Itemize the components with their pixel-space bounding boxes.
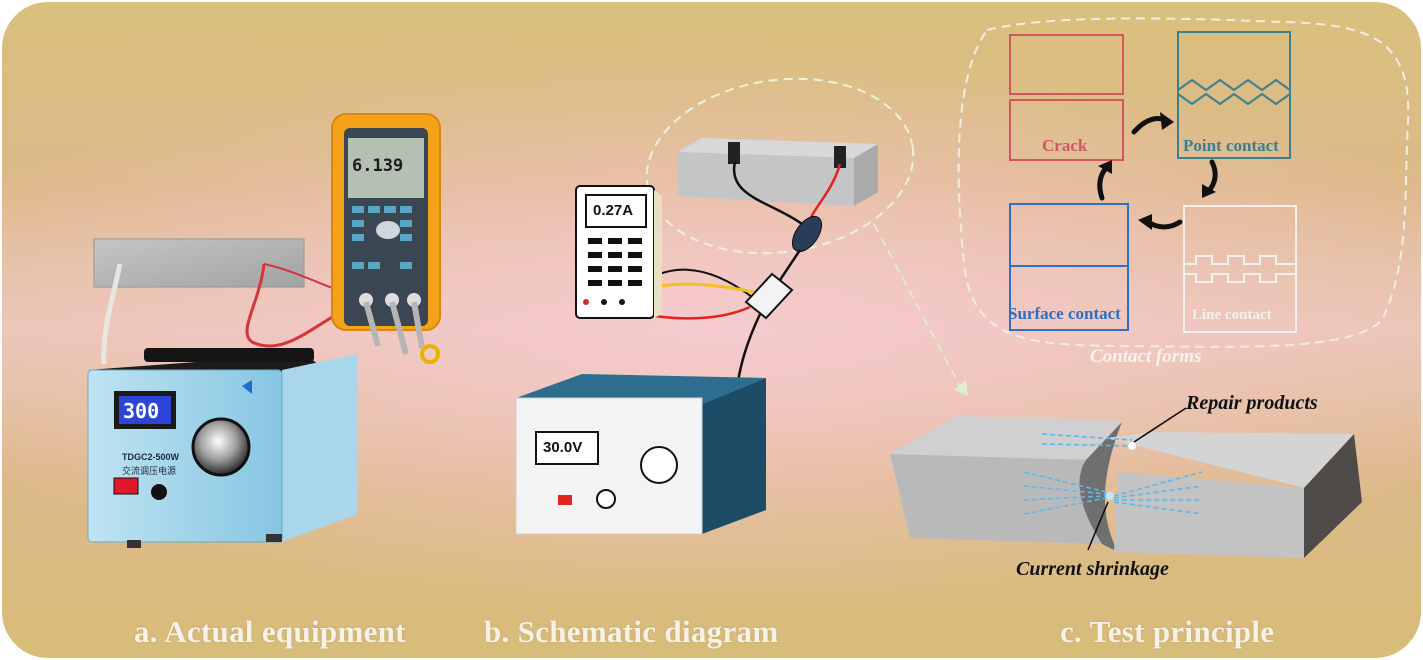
ammeter-reading: 0.27A [593,202,634,219]
surface-contact-form [1009,203,1129,331]
caption-actual-equipment: a. Actual equipment [134,614,406,649]
contact-forms-title: Contact forms [1090,346,1202,367]
schematic-diagram [515,77,915,535]
surface-contact-label: Surface contact [1008,304,1121,323]
power-supply [515,397,703,535]
power-supply-display [535,431,599,465]
caption-test-principle: c. Test principle [1060,614,1275,649]
power-switch [113,477,139,495]
crack-block-3d [890,407,1362,558]
concrete-specimen [93,238,305,288]
multimeter-reading: 6.139 [352,156,404,176]
regulator-knob [191,417,251,477]
contact-forms-diagram [957,17,1410,348]
contact-forms-outline [957,17,1410,348]
current-shrinkage-label: Current shrinkage [1016,558,1169,580]
left-block [890,454,1102,544]
regulator-name: 交流调压电源 [122,466,177,476]
point-contact-form [1177,31,1291,159]
crack-label: Crack [1042,136,1088,155]
actual-equipment-photo [87,113,441,548]
regulator-side [282,354,357,542]
zoom-arrow [873,223,963,391]
specimen-highlight [645,77,915,255]
multimeter-display [348,138,424,198]
point-contact-label: Point contact [1183,136,1279,155]
line-contact-form [1183,205,1297,333]
regulator-display-value: 300 [123,399,160,423]
power-supply-switch [558,495,572,505]
regulator-model: TDGC2-500W [122,452,180,462]
repair-surface [1079,422,1122,552]
current-probe [791,215,823,253]
caption-schematic-diagram: b. Schematic diagram [484,614,779,649]
repair-products-label: Repair products [1186,392,1318,414]
schematic-specimen [678,152,854,206]
line-contact-label: Line contact [1192,307,1272,323]
ammeter-display [585,194,647,228]
power-supply-knob [640,446,678,484]
inline-connector [744,272,794,320]
black-test-lead [101,263,123,365]
crack-form [1009,34,1124,161]
power-supply-reading: 30.0V [543,439,583,456]
cycle-arrows [1097,112,1218,230]
current-flow-lines [1023,433,1203,515]
right-block [1114,472,1304,558]
